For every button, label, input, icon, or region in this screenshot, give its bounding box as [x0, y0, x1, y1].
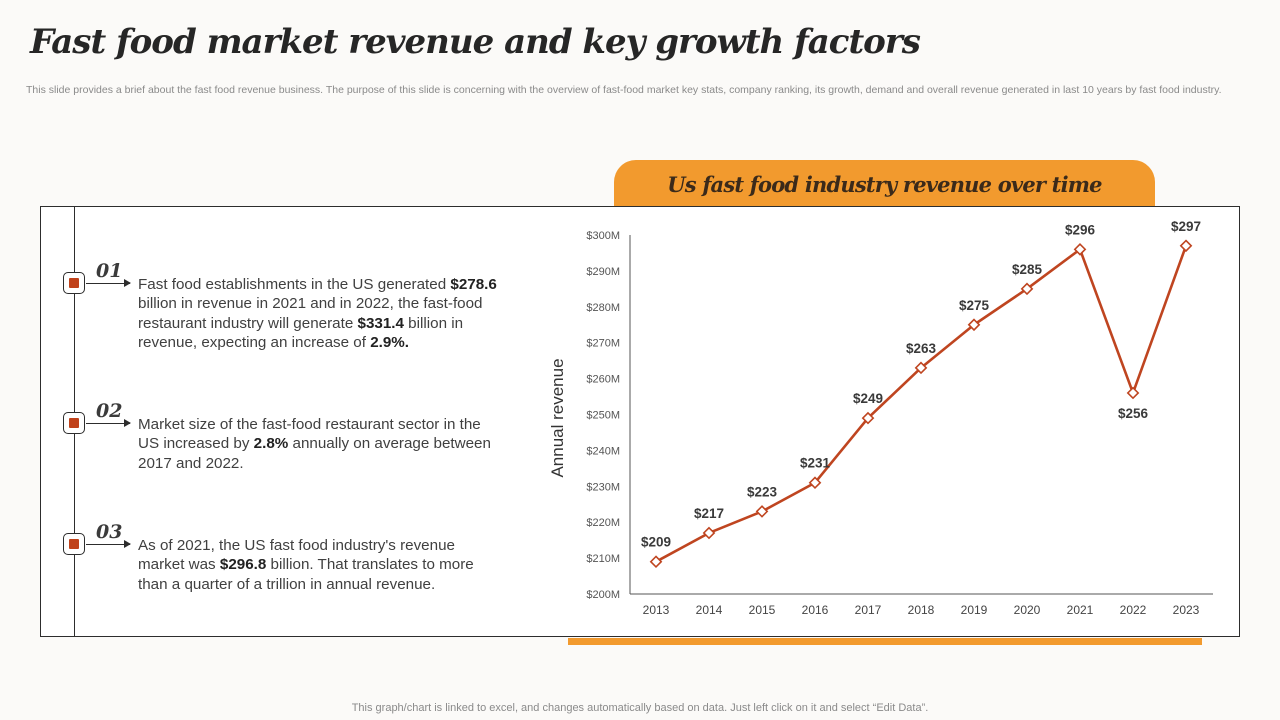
text-run: billion in revenue in 2021 and in 2022, …: [138, 295, 483, 332]
x-tick-label: 2019: [961, 603, 988, 617]
data-point: [808, 476, 822, 490]
data-label: $231: [800, 456, 831, 471]
timeline-marker: [63, 412, 85, 434]
point-number: 01: [96, 260, 123, 282]
text-run: As of 2021, the US fast food industry's …: [138, 537, 455, 574]
y-tick-label: $300M: [586, 230, 620, 242]
x-tick-label: 2020: [1014, 603, 1041, 617]
y-tick-label: $220M: [586, 517, 620, 529]
x-tick-label: 2022: [1120, 603, 1147, 617]
highlight-value: $278.6: [450, 276, 497, 293]
highlight-value: 2.8%: [253, 435, 289, 453]
point-text: Market size of the fast-food restaurant …: [138, 415, 498, 473]
x-tick-label: 2015: [749, 603, 776, 617]
text-run: annually on average between 2017 and 202…: [138, 435, 491, 472]
data-point: [1073, 243, 1087, 256]
data-label: $296: [1065, 222, 1096, 237]
data-label: $275: [959, 298, 990, 313]
y-axis-title: Annual revenue: [548, 358, 567, 477]
data-point: [1179, 239, 1193, 253]
footer-note: This graph/chart is linked to excel, and…: [351, 702, 929, 714]
data-point: [649, 555, 663, 569]
data-point: [861, 411, 875, 425]
data-label: $285: [1012, 262, 1043, 277]
data-label: $297: [1171, 219, 1201, 234]
data-point: [702, 526, 716, 540]
timeline-marker: [63, 533, 85, 555]
data-point: [1020, 282, 1034, 296]
timeline-marker: [63, 272, 85, 294]
point-text: As of 2021, the US fast food industry's …: [138, 536, 498, 594]
y-tick-label: $270M: [586, 338, 620, 350]
data-point: [755, 505, 769, 518]
arrow-icon: [86, 419, 131, 427]
y-tick-label: $250M: [586, 410, 620, 422]
data-point: [967, 318, 981, 332]
x-tick-label: 2014: [696, 603, 723, 617]
y-tick-label: $280M: [586, 302, 620, 314]
chart-title-tab: Us fast food industry revenue over time: [614, 160, 1155, 208]
highlight-value: $331.4: [357, 314, 404, 332]
text-run: Fast food establishments in the US gener…: [138, 276, 451, 293]
x-tick-label: 2023: [1173, 603, 1200, 617]
y-tick-label: $200M: [586, 589, 620, 601]
point-number: 02: [96, 400, 123, 422]
highlight-value: 2.9%.: [370, 333, 410, 351]
page-subtitle: This slide provides a brief about the fa…: [26, 84, 1222, 96]
x-tick-label: 2013: [643, 603, 670, 617]
point-text: Fast food establishments in the US gener…: [138, 275, 498, 352]
page-title: Fast food market revenue and key growth …: [30, 22, 921, 62]
data-label: $263: [906, 341, 937, 356]
y-tick-label: $210M: [586, 553, 620, 565]
data-label: $256: [1118, 406, 1149, 421]
data-label: $249: [853, 391, 883, 406]
data-label: $223: [747, 484, 778, 499]
chart-accent-bar: [568, 638, 1202, 645]
series-line: [655, 245, 1188, 563]
data-point: [914, 361, 928, 375]
y-tick-label: $240M: [586, 445, 620, 457]
arrow-icon: [86, 279, 131, 287]
chart-title: Us fast food industry revenue over time: [667, 171, 1102, 197]
y-tick-label: $230M: [586, 481, 620, 493]
text-run: billion. That translates to more than a …: [138, 556, 474, 593]
x-tick-label: 2018: [908, 603, 935, 617]
arrow-icon: [86, 540, 131, 548]
y-tick-label: $260M: [586, 374, 620, 386]
x-tick-label: 2016: [802, 603, 829, 617]
text-run: Market size of the fast-food restaurant …: [138, 416, 481, 453]
y-tick-label: $290M: [586, 266, 620, 278]
data-point: [1126, 386, 1140, 400]
x-tick-label: 2021: [1067, 603, 1094, 617]
x-tick-label: 2017: [855, 603, 882, 617]
highlight-value: $296.8: [219, 556, 267, 574]
point-number: 03: [96, 521, 123, 543]
text-run: billion in revenue, expecting an increas…: [138, 314, 464, 351]
data-label: $209: [641, 535, 671, 550]
data-label: $217: [694, 506, 724, 521]
